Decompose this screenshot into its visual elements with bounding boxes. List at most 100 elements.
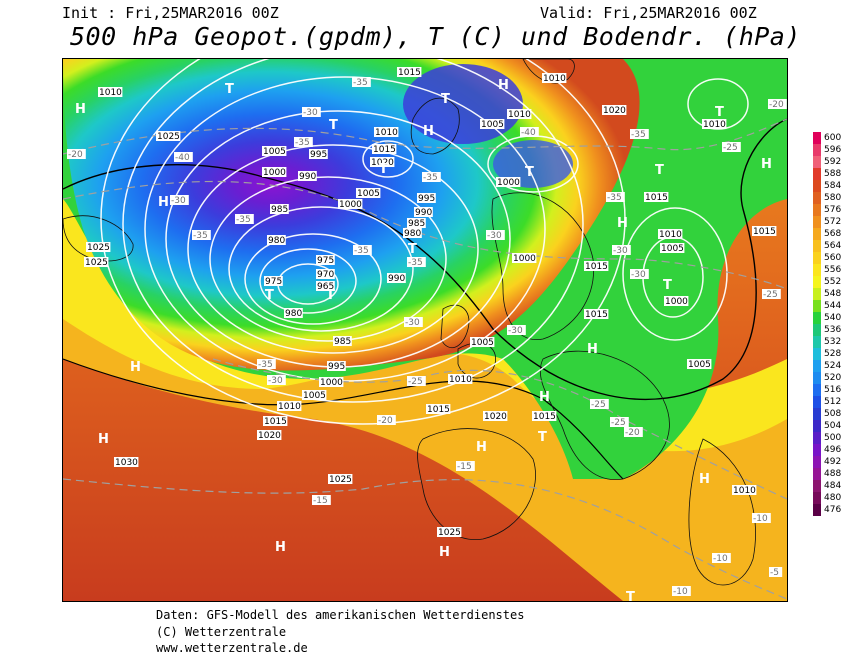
scale-swatch — [813, 132, 821, 144]
temperature-label: -5 — [770, 568, 779, 578]
temperature-label-bg — [407, 257, 426, 267]
temperature-label-bg — [762, 289, 781, 299]
pressure-label: 970 — [317, 270, 334, 280]
pressure-label: 1025 — [438, 528, 461, 538]
pressure-label: 1010 — [99, 88, 122, 98]
scale-row: 568 — [810, 228, 850, 240]
cold-pool-east — [493, 140, 573, 188]
scale-row: 516 — [810, 384, 850, 396]
scale-label: 572 — [824, 217, 842, 227]
temperature-label: -35 — [423, 173, 438, 183]
valid-time: Valid: Fri,25MAR2016 00Z — [540, 4, 757, 22]
pressure-label-bg — [483, 411, 508, 421]
temperature-label: -30 — [303, 108, 318, 118]
high-marker: H — [617, 216, 628, 231]
temperature-label: -35 — [193, 231, 208, 241]
scale-row: 552 — [810, 276, 850, 288]
pressure-label-bg — [156, 131, 181, 141]
low-marker: T — [626, 590, 635, 601]
pressure-label: 1010 — [733, 486, 756, 496]
scale-label: 600 — [824, 133, 842, 143]
scale-label: 516 — [824, 385, 842, 395]
scale-swatch — [813, 192, 821, 204]
pressure-label-bg — [532, 411, 557, 421]
pressure-label: 975 — [317, 256, 334, 266]
temperature-label: -35 — [258, 360, 273, 370]
pressure-label-bg — [263, 416, 288, 426]
temperature-label: -30 — [405, 318, 420, 328]
low-marker: T — [408, 242, 417, 257]
low-marker: T — [379, 162, 388, 177]
temperature-label: -15 — [313, 496, 328, 506]
scale-label: 496 — [824, 445, 842, 455]
scale-label: 576 — [824, 205, 842, 215]
pressure-label-bg — [660, 243, 685, 253]
scale-label: 492 — [824, 457, 842, 467]
pressure-label-bg — [397, 67, 422, 77]
temperature-label-bg — [486, 230, 505, 240]
pressure-label-bg — [732, 485, 757, 495]
scale-label: 500 — [824, 433, 842, 443]
pressure-label: 980 — [285, 309, 302, 319]
pressure-label: 1005 — [303, 391, 326, 401]
pressure-label-bg — [309, 149, 328, 159]
temperature-label: -30 — [508, 326, 523, 336]
pressure-label-bg — [687, 359, 712, 369]
pressure-label-bg — [602, 105, 627, 115]
scale-row: 544 — [810, 300, 850, 312]
scale-swatch — [813, 336, 821, 348]
scale-swatch — [813, 312, 821, 324]
temperature-label-bg — [610, 417, 629, 427]
scale-row: 504 — [810, 420, 850, 432]
pressure-label-bg — [512, 253, 537, 263]
scale-label: 564 — [824, 241, 842, 251]
pressure-label: 975 — [265, 277, 282, 287]
scale-label: 476 — [824, 505, 842, 515]
pressure-label: 1010 — [449, 375, 472, 385]
temperature-label-bg — [170, 195, 189, 205]
pressure-label: 990 — [415, 208, 432, 218]
low-pressure-markers: T T T T T T T T T T T T T — [225, 82, 724, 601]
pressure-label-bg — [86, 242, 111, 252]
pressure-label: 995 — [328, 362, 345, 372]
scale-label: 548 — [824, 289, 842, 299]
scale-row: 476 — [810, 504, 850, 516]
pressure-label-bg — [328, 474, 353, 484]
pressure-label-bg — [264, 276, 283, 286]
pressure-label: 1000 — [665, 297, 688, 307]
pressure-label: 1015 — [585, 262, 608, 272]
temperature-label: -40 — [175, 153, 190, 163]
pressure-label: 1020 — [603, 106, 626, 116]
pressure-label: 980 — [404, 229, 421, 239]
pressure-label: 985 — [408, 219, 425, 229]
high-marker: H — [476, 440, 487, 455]
low-marker: T — [329, 118, 338, 133]
scale-swatch — [813, 156, 821, 168]
temperature-label-bg — [630, 269, 649, 279]
scale-swatch — [813, 264, 821, 276]
pressure-label: 1005 — [471, 338, 494, 348]
pressure-label-bg — [277, 401, 302, 411]
scale-label: 480 — [824, 493, 842, 503]
scale-label: 504 — [824, 421, 842, 431]
pressure-label-bg — [417, 193, 436, 203]
temperature-label-bg — [192, 230, 211, 240]
contour-548 — [63, 358, 624, 480]
temperature-label-bg — [407, 376, 426, 386]
high-marker: H — [761, 157, 772, 172]
contour-552 — [63, 118, 787, 401]
pressure-label: 1010 — [703, 120, 726, 130]
scale-swatch — [813, 348, 821, 360]
pressure-label-bg — [298, 171, 317, 181]
scale-label: 588 — [824, 169, 842, 179]
temperature-label-bg — [630, 129, 649, 139]
scale-row: 508 — [810, 408, 850, 420]
pressure-label: 990 — [299, 172, 316, 182]
scale-label: 484 — [824, 481, 842, 491]
pressure-label-bg — [372, 144, 397, 154]
high-marker: H — [439, 545, 450, 560]
pressure-label-bg — [507, 109, 532, 119]
temperature-label: -30 — [631, 270, 646, 280]
credit-website: www.wetterzentrale.de — [156, 641, 308, 655]
